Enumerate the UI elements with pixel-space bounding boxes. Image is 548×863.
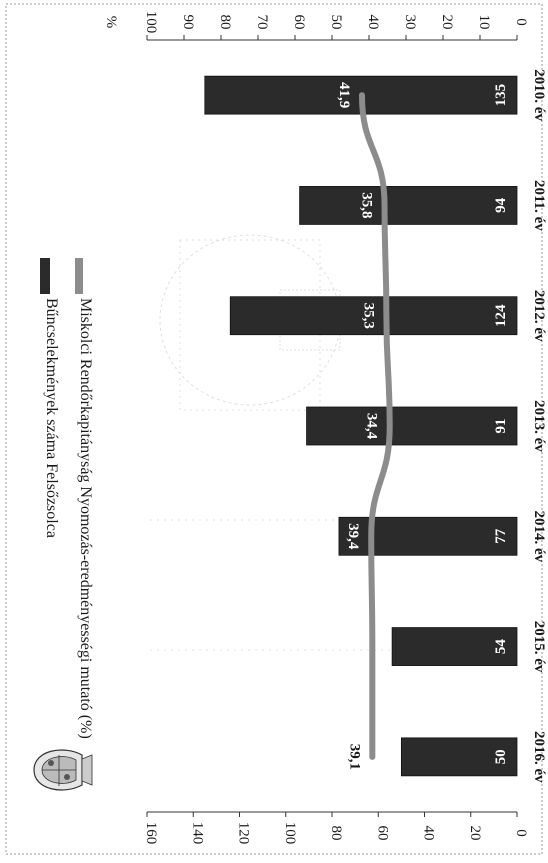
axes-group: 0 20 40 60 80 100 120 140 160 0 10 20 30 40 50 60 70 80 90… bbox=[103, 11, 547, 845]
right-axis-tick-label: 100 bbox=[143, 11, 159, 34]
left-axis-tick-label: 60 bbox=[374, 826, 390, 841]
bar-value-label: 124 bbox=[493, 304, 509, 327]
right-axis-tick-label: 40 bbox=[365, 15, 381, 30]
right-axis-tick-label: 90 bbox=[180, 15, 196, 30]
bar bbox=[338, 516, 518, 556]
line-series-path bbox=[358, 92, 393, 760]
bar-value-label: 50 bbox=[493, 749, 509, 764]
coat-of-arms-icon bbox=[33, 749, 93, 791]
right-axis-tick-label: 10 bbox=[476, 15, 492, 30]
right-axis-unit-label: % bbox=[103, 16, 119, 29]
legend-label-bars: Bűncselekmények száma Felsőzsolca bbox=[43, 298, 60, 538]
right-axis-tick-label: 60 bbox=[291, 15, 307, 30]
bars-group: 135 94 124 91 77 54 50 bbox=[204, 75, 518, 777]
bar bbox=[391, 627, 518, 666]
left-axis-tick-label: 0 bbox=[513, 829, 529, 837]
legend-swatch-line bbox=[75, 258, 83, 294]
bar-value-label: 91 bbox=[493, 419, 509, 434]
category-label: 2013. év bbox=[531, 400, 547, 452]
left-axis-tick-label: 120 bbox=[236, 822, 252, 845]
line-value-label: 39,1 bbox=[346, 744, 362, 770]
bar-value-label: 94 bbox=[493, 197, 509, 213]
right-axis-tick-label: 70 bbox=[254, 15, 270, 30]
right-axis-tick-label: 50 bbox=[328, 15, 344, 30]
left-axis-tick-label: 20 bbox=[467, 826, 483, 841]
legend-swatch-bars bbox=[40, 258, 50, 294]
left-axis-tick-label: 140 bbox=[189, 822, 205, 845]
line-value-label: 41,9 bbox=[336, 82, 352, 108]
legend-label-line: Miskolci Rendőrkapitányság Nyomozás-ered… bbox=[77, 298, 94, 739]
line-value-label: 35,8 bbox=[359, 192, 375, 218]
line-value-label: 39,4 bbox=[345, 523, 361, 550]
left-axis-tick-label: 40 bbox=[421, 826, 437, 841]
category-label: 2016. év bbox=[531, 731, 547, 783]
category-label: 2011. év bbox=[531, 180, 547, 231]
bar-value-label: 135 bbox=[493, 84, 509, 107]
bar bbox=[400, 737, 518, 777]
chart-border bbox=[5, 3, 543, 855]
right-axis-tick-label: 80 bbox=[217, 15, 233, 30]
line-value-label: 34,4 bbox=[364, 413, 380, 440]
bar bbox=[306, 406, 518, 446]
left-axis-tick-label: 80 bbox=[328, 826, 344, 841]
right-axis-tick-label: 0 bbox=[513, 18, 529, 26]
category-label: 2010. év bbox=[531, 69, 547, 121]
legend: Bűncselekmények száma Felsőzsolca Miskolc… bbox=[40, 258, 94, 739]
line-group: 41,9 35,8 35,3 34,4 39,4 39,1 bbox=[336, 82, 393, 770]
category-label: 2012. év bbox=[531, 290, 547, 342]
bar-value-label: 77 bbox=[493, 528, 509, 544]
line-value-label: 35,3 bbox=[360, 303, 376, 329]
bar bbox=[229, 296, 518, 336]
right-axis-tick-label: 30 bbox=[402, 15, 418, 30]
bar-value-label: 54 bbox=[493, 639, 509, 655]
category-label: 2014. év bbox=[531, 510, 547, 562]
right-axis-tick-label: 20 bbox=[439, 15, 455, 30]
left-axis-tick-label: 100 bbox=[282, 822, 298, 845]
category-label: 2015. év bbox=[531, 621, 547, 673]
left-axis-tick-label: 160 bbox=[143, 822, 159, 845]
bar bbox=[299, 186, 518, 225]
